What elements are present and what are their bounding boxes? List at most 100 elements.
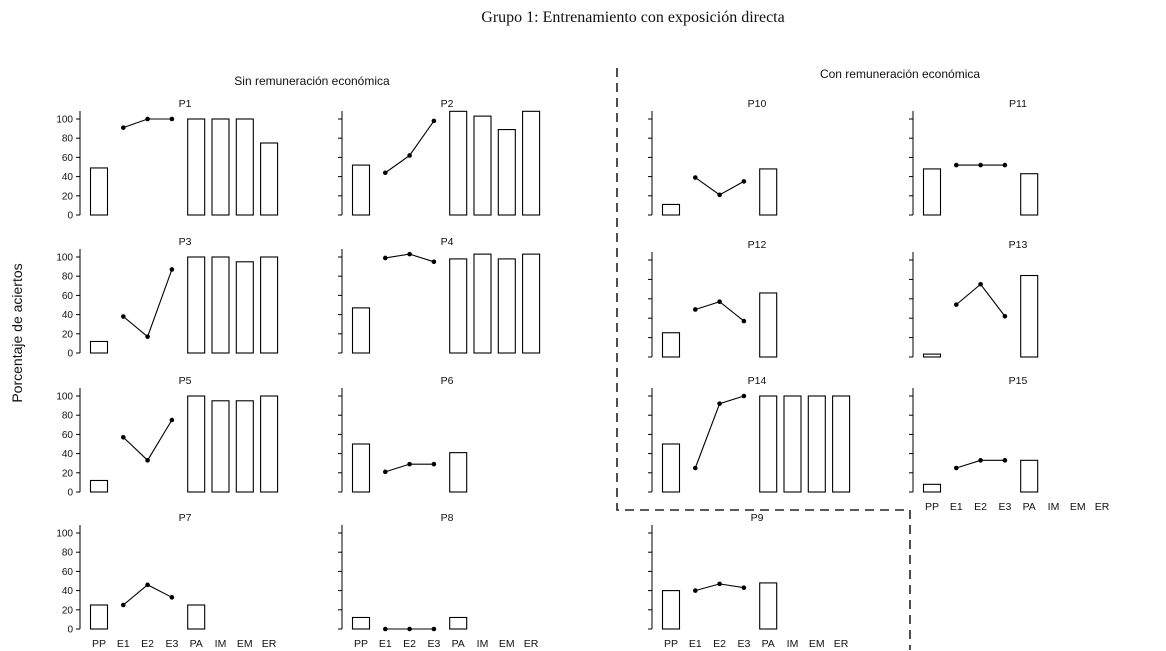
y-tick-label-p5-0: 0 — [67, 488, 73, 499]
line-series-p7 — [122, 584, 173, 606]
panel-p1: 0 20 40 60 80 100 P1 — [56, 98, 279, 222]
panel-p12: P12 — [648, 239, 778, 358]
panel-p11: P11 — [909, 98, 1039, 216]
bar-p5-im — [211, 400, 230, 493]
x-label-p9-pp: PP — [664, 638, 678, 650]
line-point-p10-e3 — [741, 179, 747, 184]
bar-p3-im — [211, 256, 230, 354]
bar-p3-er — [260, 256, 279, 354]
x-label-p15-im: IM — [1048, 501, 1060, 513]
y-tick-label-p7-100: 100 — [56, 529, 73, 540]
x-label-p9-e1: E1 — [689, 638, 702, 650]
y-tick-label-p3-60: 60 — [62, 291, 74, 302]
line-point-p3-e3 — [169, 267, 175, 272]
line-point-p12-e3 — [741, 318, 747, 324]
bar-p1-em — [235, 118, 254, 216]
panel-p6: P6 — [338, 375, 468, 493]
bar-p2-pp — [351, 164, 371, 216]
line-point-p6-e3 — [431, 461, 437, 467]
panel-p4: P4 — [338, 236, 541, 354]
x-label-p15-pa: PA — [1023, 501, 1036, 513]
bar-p10-pp — [661, 203, 681, 216]
x-label-p15-e1: E1 — [950, 501, 963, 513]
line-series-p12 — [695, 301, 745, 322]
bar-p7-pp — [89, 604, 109, 630]
panel-p15: P15 PP E1 E2 E3 PA IM EM ER — [909, 375, 1110, 513]
bar-p14-im — [783, 395, 802, 493]
line-point-p11-e3 — [1002, 162, 1008, 168]
bar-p15-pp — [922, 483, 942, 493]
bar-p13-pa — [1020, 274, 1039, 358]
line-series-p10 — [694, 177, 745, 196]
x-label-p9-e3: E3 — [737, 638, 750, 650]
x-label-p15-e2: E2 — [974, 501, 987, 513]
bar-p4-er — [522, 253, 541, 354]
section-title-right: Con remuneración económica — [820, 67, 980, 81]
bar-p6-pa — [449, 452, 468, 493]
y-axis-title: Porcentaje de aciertos — [9, 263, 25, 402]
bar-p2-er — [522, 110, 541, 216]
line-series-p13 — [955, 283, 1006, 317]
panel-p7: 0 20 40 60 80 100 P7 PP E1 E2 E3 PA IM EM ER — [56, 512, 276, 650]
line-point-p15-e3 — [1002, 458, 1008, 463]
bar-p9-pa — [759, 582, 778, 630]
bar-p5-pa — [187, 395, 206, 493]
line-point-p12-e2 — [717, 299, 722, 305]
y-tick-label-p7-60: 60 — [62, 567, 74, 578]
bar-p14-em — [807, 395, 826, 493]
panel-title-p6: P6 — [441, 375, 454, 387]
bar-p5-em — [235, 400, 254, 493]
y-tick-label-p3-80: 80 — [62, 272, 74, 283]
panel-title-p9: P9 — [751, 512, 764, 524]
bar-p4-im — [473, 253, 492, 354]
line-point-p2-e3 — [431, 118, 437, 124]
line-point-p4-e3 — [431, 259, 437, 265]
line-point-p8-e2 — [407, 626, 412, 632]
bar-p3-em — [235, 261, 254, 354]
bar-p8-pa — [449, 616, 468, 630]
y-tick-label-p1-80: 80 — [62, 134, 74, 145]
bar-p4-pa — [449, 258, 468, 354]
panel-p9: P9 PP E1 E2 E3 PA IM EM ER — [648, 512, 849, 650]
bar-p1-pa — [187, 118, 206, 216]
line-point-p11-e2 — [978, 162, 983, 168]
bar-p3-pp — [89, 340, 109, 354]
bar-p11-pa — [1020, 173, 1039, 216]
bar-p13-pp — [922, 353, 942, 358]
bar-p5-er — [260, 395, 279, 493]
line-series-p5 — [122, 419, 173, 462]
x-label-p8-em: EM — [499, 638, 515, 650]
line-point-p15-e1 — [954, 465, 959, 471]
line-series-p2 — [384, 120, 435, 174]
x-label-p7-e1: E1 — [117, 638, 130, 650]
bar-p7-pa — [187, 604, 206, 630]
bar-p10-pa — [759, 168, 778, 216]
x-label-p9-pa: PA — [762, 638, 775, 650]
x-label-p8-e2: E2 — [403, 638, 416, 650]
y-tick-label-p1-100: 100 — [56, 115, 73, 126]
panel-p2: P2 — [338, 98, 541, 216]
y-tick-label-p1-0: 0 — [67, 211, 73, 222]
line-point-p14-e2 — [717, 401, 722, 406]
y-tick-label-p1-40: 40 — [62, 172, 74, 183]
x-label-p8-e3: E3 — [427, 638, 440, 650]
line-point-p5-e1 — [121, 434, 126, 440]
line-point-p1-e3 — [169, 116, 175, 122]
panel-p14: P14 — [648, 375, 851, 493]
x-label-p15-e3: E3 — [998, 501, 1011, 513]
panel-title-p4: P4 — [441, 236, 454, 248]
panel-title-p15: P15 — [1009, 375, 1028, 387]
line-point-p6-e2 — [407, 461, 412, 467]
panel-p5: 0 20 40 60 80 100 P5 — [56, 375, 279, 499]
panel-title-p7: P7 — [179, 512, 192, 524]
x-label-p7-e3: E3 — [165, 638, 178, 650]
line-point-p10-e1 — [693, 175, 698, 180]
line-point-p14-e1 — [693, 465, 698, 471]
panel-p3: 0 20 40 60 80 100 P3 — [56, 236, 279, 360]
panel-title-p8: P8 — [441, 512, 454, 524]
x-label-p7-er: ER — [262, 638, 277, 650]
bar-p14-pa — [759, 395, 778, 493]
panel-title-p2: P2 — [441, 98, 454, 110]
line-point-p15-e2 — [978, 458, 983, 463]
